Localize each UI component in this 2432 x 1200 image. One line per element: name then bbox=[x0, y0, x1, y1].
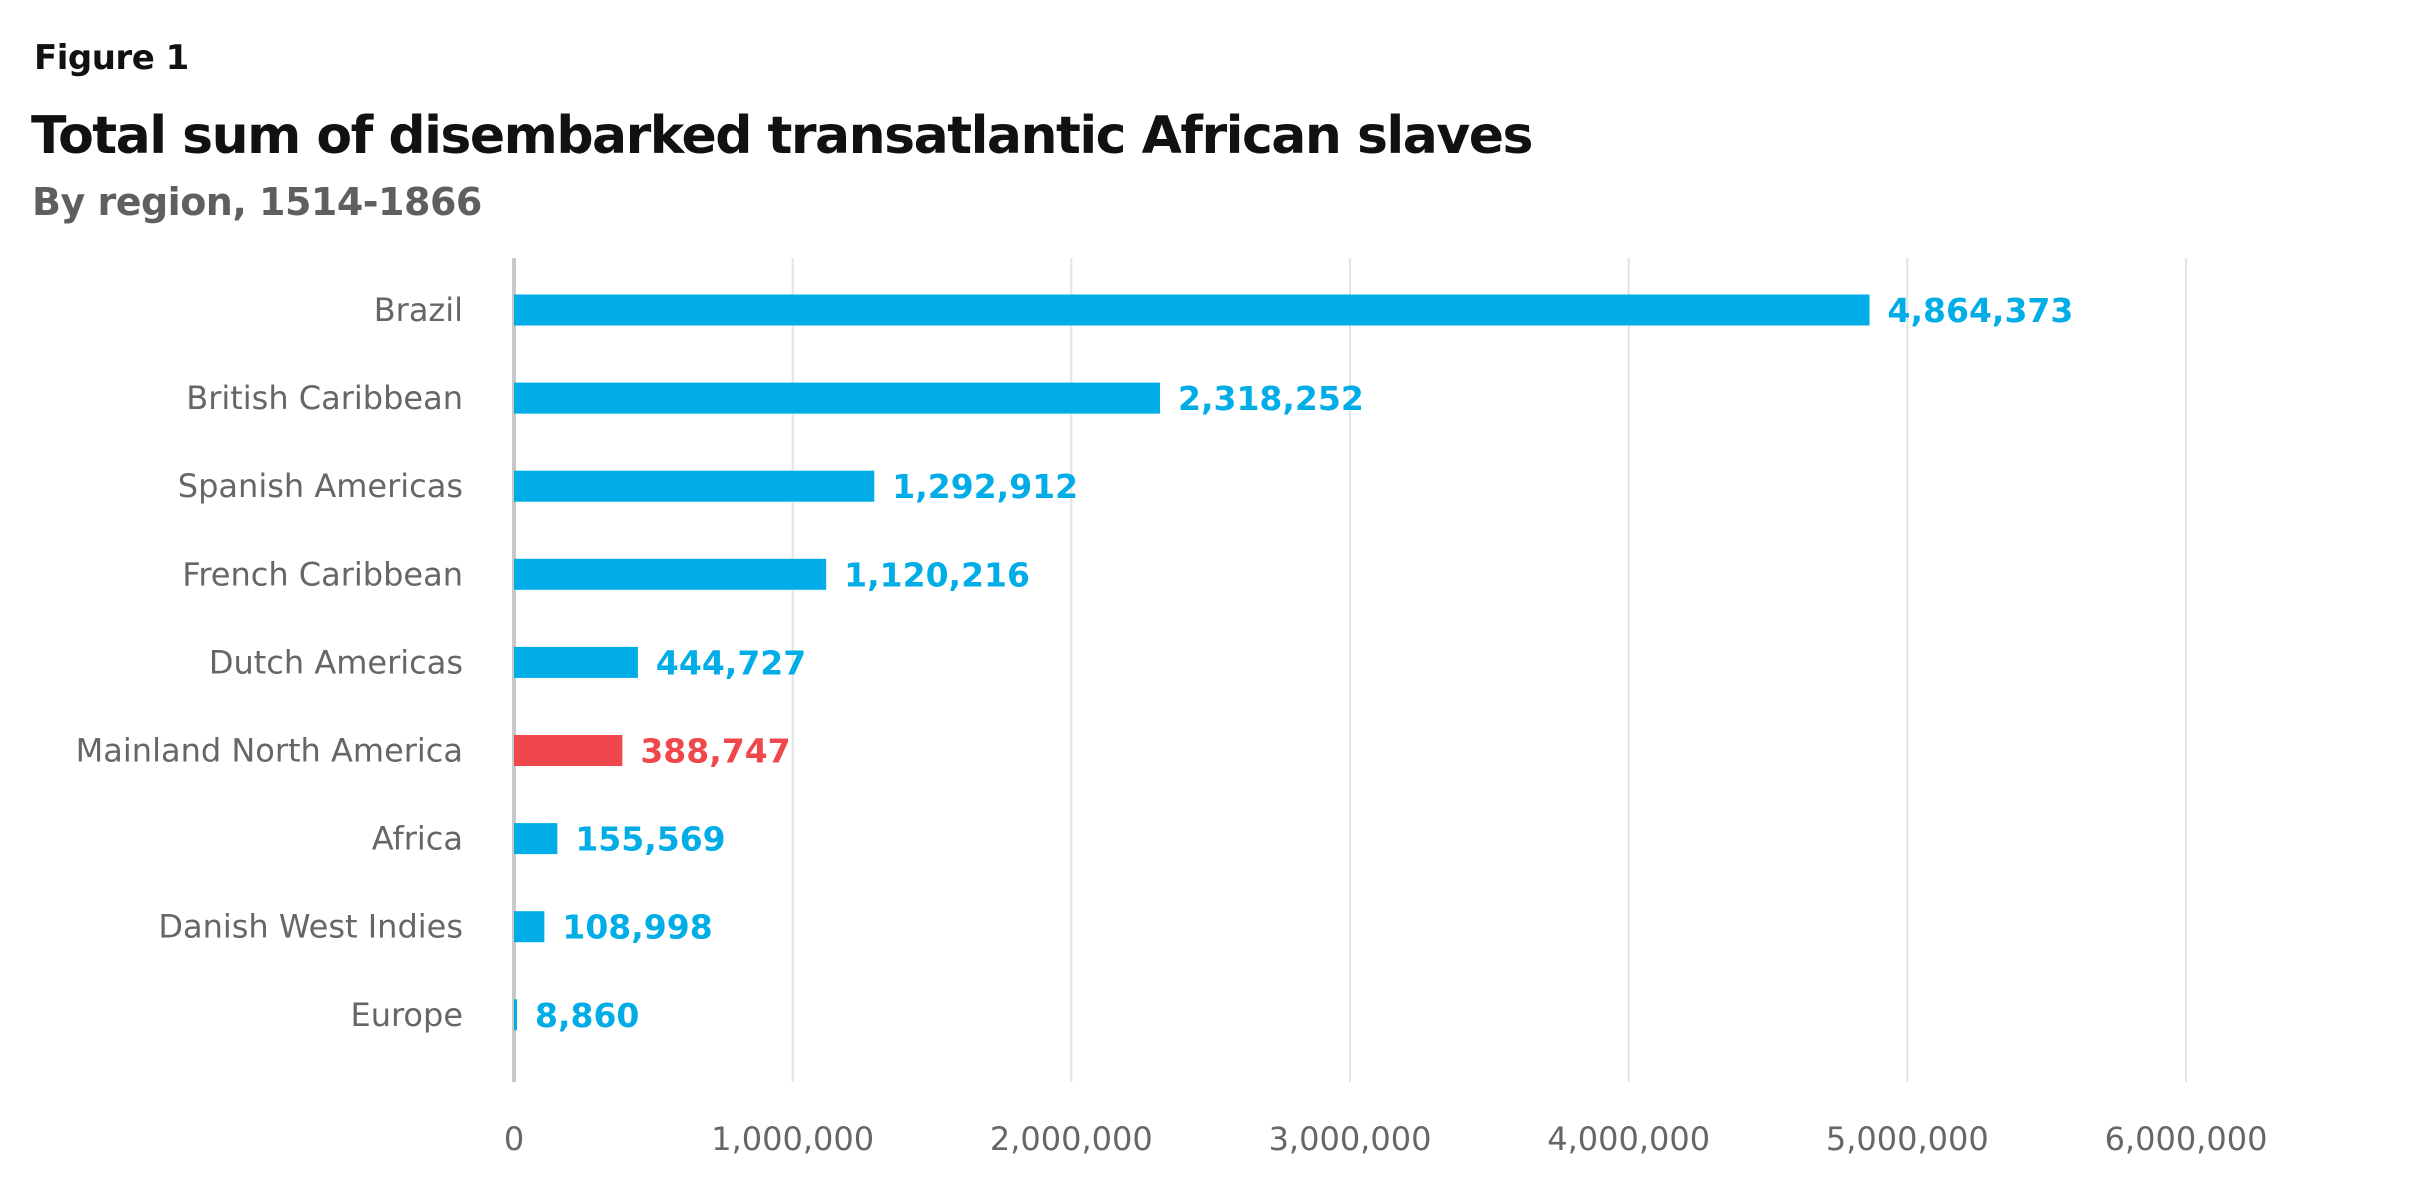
bar bbox=[514, 823, 558, 855]
x-tick-label: 0 bbox=[504, 1120, 524, 1158]
value-label: 444,727 bbox=[656, 643, 806, 682]
figure-label: Figure 1 bbox=[34, 38, 189, 78]
value-label: 2,318,252 bbox=[1178, 379, 1364, 418]
bar bbox=[514, 735, 623, 766]
value-label: 4,864,373 bbox=[1888, 291, 2074, 330]
bar bbox=[514, 294, 1870, 326]
bar bbox=[514, 911, 545, 943]
category-label: Spanish Americas bbox=[178, 467, 463, 505]
category-label: Dutch Americas bbox=[209, 643, 463, 681]
category-label: Europe bbox=[350, 996, 463, 1034]
category-label: French Caribbean bbox=[182, 555, 463, 593]
category-label: Africa bbox=[372, 820, 463, 858]
category-label: Danish West Indies bbox=[158, 908, 463, 946]
bar bbox=[514, 470, 875, 502]
category-label: Brazil bbox=[374, 291, 463, 329]
value-label: 108,998 bbox=[562, 908, 712, 947]
bar bbox=[514, 382, 1161, 414]
value-label: 388,747 bbox=[640, 732, 790, 771]
value-label: 155,569 bbox=[575, 820, 725, 859]
bar bbox=[514, 999, 517, 1031]
value-label: 8,860 bbox=[535, 996, 639, 1035]
chart-subtitle: By region, 1514-1866 bbox=[32, 180, 482, 224]
x-tick-label: 2,000,000 bbox=[990, 1120, 1153, 1158]
bar bbox=[514, 558, 827, 590]
x-tick-label: 6,000,000 bbox=[2105, 1120, 2268, 1158]
chart-title: Total sum of disembarked transatlantic A… bbox=[31, 106, 1533, 166]
x-tick-label: 4,000,000 bbox=[1547, 1120, 1710, 1158]
x-tick-label: 5,000,000 bbox=[1826, 1120, 1989, 1158]
category-label: British Caribbean bbox=[186, 379, 463, 417]
category-label: Mainland North America bbox=[76, 732, 463, 770]
bar bbox=[514, 646, 638, 678]
x-tick-label: 1,000,000 bbox=[711, 1120, 874, 1158]
value-label: 1,120,216 bbox=[844, 555, 1030, 594]
x-tick-label: 3,000,000 bbox=[1269, 1120, 1432, 1158]
value-label: 1,292,912 bbox=[892, 467, 1078, 506]
